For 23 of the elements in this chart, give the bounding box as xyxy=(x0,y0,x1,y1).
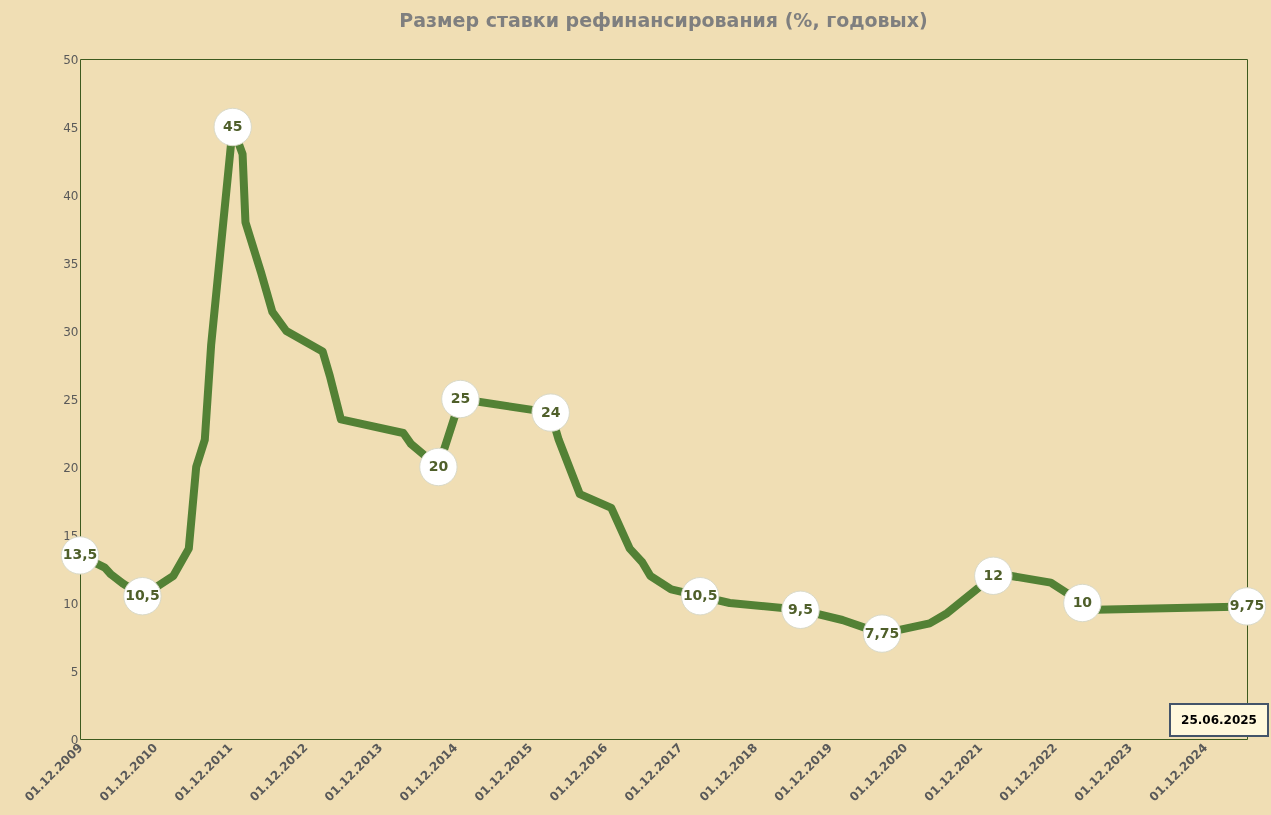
y-tick-label: 5 xyxy=(70,664,79,679)
data-label: 24 xyxy=(540,403,561,420)
y-tick-label: 30 xyxy=(63,324,79,339)
y-tick-label: 50 xyxy=(63,52,79,67)
data-label: 45 xyxy=(222,118,243,134)
data-label: 10,5 xyxy=(125,587,160,604)
data-label: 9,5 xyxy=(788,600,813,617)
y-tick-label: 25 xyxy=(63,392,79,407)
data-label: 9,75 xyxy=(1229,597,1265,614)
data-label: 20 xyxy=(428,458,449,474)
data-label: 12 xyxy=(983,566,1004,583)
y-tick-label: 10 xyxy=(63,596,79,611)
y-tick-label: 35 xyxy=(63,256,79,271)
data-label: 7,75 xyxy=(864,624,900,641)
y-tick-label: 40 xyxy=(63,188,79,203)
data-label: 13,5 xyxy=(62,546,98,563)
data-label: 10,5 xyxy=(682,587,718,604)
y-tick-label: 45 xyxy=(63,120,79,135)
annotation: 25.06.2025 xyxy=(1181,713,1257,727)
y-tick-label: 20 xyxy=(63,460,79,475)
chart-title: Размер ставки рефинансирования (%, годовых) xyxy=(399,9,928,31)
data-label: 25 xyxy=(450,390,471,406)
data-label: 10 xyxy=(1072,594,1093,610)
